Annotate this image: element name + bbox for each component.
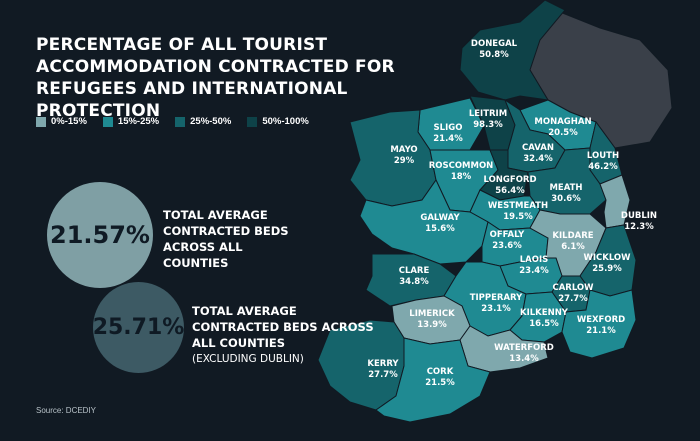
- county-value-label: 34.8%: [399, 277, 429, 287]
- county-name-label: LOUTH: [587, 151, 619, 161]
- county-value-label: 50.8%: [479, 50, 509, 60]
- stat-text-excl-dublin: TOTAL AVERAGE CONTRACTED BEDS ACROSS ALL…: [192, 303, 382, 367]
- legend-label: 50%-100%: [262, 116, 309, 127]
- county-name-label: LEITRIM: [469, 109, 507, 119]
- county-cork[interactable]: [375, 337, 491, 423]
- legend-label: 15%-25%: [117, 116, 160, 127]
- legend-item: 25%-50%: [175, 116, 231, 127]
- county-value-label: 12.3%: [624, 222, 654, 232]
- county-name-label: MAYO: [390, 145, 417, 155]
- county-name-label: MEATH: [549, 183, 582, 193]
- county-value-label: 29%: [394, 156, 415, 166]
- stat-value-excl-dublin: 25.71%: [92, 315, 185, 340]
- county-name-label: KILKENNY: [520, 308, 569, 318]
- county-value-label: 23.6%: [492, 241, 522, 251]
- county-name-label: ROSCOMMON: [429, 161, 494, 171]
- county-name-label: WICKLOW: [583, 253, 631, 263]
- county-name-label: SLIGO: [434, 123, 463, 133]
- county-name-label: CARLOW: [552, 283, 594, 293]
- county-name-label: DUBLIN: [621, 211, 657, 221]
- county-value-label: 23.1%: [481, 304, 511, 314]
- county-value-label: 21.1%: [586, 326, 616, 336]
- county-value-label: 18%: [451, 172, 472, 182]
- county-value-label: 13.4%: [509, 354, 539, 364]
- county-name-label: GALWAY: [420, 213, 460, 223]
- county-value-label: 27.7%: [368, 370, 398, 380]
- county-value-label: 6.1%: [561, 242, 585, 252]
- stat-circle-all: 21.57%: [47, 182, 153, 288]
- county-name-label: TIPPERARY: [470, 293, 523, 303]
- county-name-label: CORK: [427, 367, 454, 377]
- county-name-label: CLARE: [399, 266, 430, 276]
- county-name-label: DONEGAL: [471, 39, 518, 49]
- legend-swatch: [102, 116, 113, 127]
- county-name-label: LONGFORD: [483, 175, 536, 185]
- stat-label-excl-dublin: TOTAL AVERAGE CONTRACTED BEDS ACROSS ALL…: [192, 304, 374, 350]
- source-note: Source: DCEDIY: [36, 406, 97, 415]
- county-name-label: CAVAN: [522, 143, 554, 153]
- county-value-label: 25.9%: [592, 264, 622, 274]
- county-name-label: OFFALY: [490, 230, 526, 240]
- county-name-label: KERRY: [367, 359, 399, 369]
- county-value-label: 20.5%: [548, 128, 578, 138]
- county-value-label: 32.4%: [523, 154, 553, 164]
- stat-note-excl-dublin: (EXCLUDING DUBLIN): [192, 353, 304, 365]
- county-name-label: WEXFORD: [577, 315, 625, 325]
- stat-value-all: 21.57%: [50, 221, 150, 249]
- county-value-label: 15.6%: [425, 224, 455, 234]
- stat-text-all: TOTAL AVERAGE CONTRACTED BEDS ACROSS ALL…: [163, 208, 289, 270]
- legend-label: 0%-15%: [51, 116, 87, 127]
- county-value-label: 23.4%: [519, 266, 549, 276]
- legend-item: 15%-25%: [102, 116, 160, 127]
- county-value-label: 19.5%: [503, 212, 533, 222]
- county-value-label: 56.4%: [495, 186, 525, 196]
- county-value-label: 21.5%: [425, 378, 455, 388]
- county-name-label: KILDARE: [552, 231, 593, 241]
- county-name-label: MONAGHAN: [534, 117, 591, 127]
- legend-swatch: [247, 116, 258, 127]
- county-wexford[interactable]: [561, 289, 637, 359]
- legend-swatch: [175, 116, 186, 127]
- legend: 0%-15% 15%-25% 25%-50% 50%-100%: [36, 116, 309, 127]
- page-title: PERCENTAGE OF ALL TOURIST ACCOMMODATION …: [36, 35, 395, 121]
- county-name-label: LIMERICK: [409, 309, 455, 319]
- county-value-label: 98.3%: [473, 120, 503, 130]
- legend-item: 50%-100%: [247, 116, 309, 127]
- county-name-label: LAOIS: [520, 255, 549, 265]
- county-name-label: WESTMEATH: [488, 201, 548, 211]
- county-name-label: WATERFORD: [494, 343, 554, 353]
- stat-circle-excl-dublin: 25.71%: [93, 282, 184, 373]
- county-value-label: 30.6%: [551, 194, 581, 204]
- county-value-label: 16.5%: [529, 319, 559, 329]
- county-value-label: 27.7%: [558, 294, 588, 304]
- county-value-label: 46.2%: [588, 162, 618, 172]
- county-value-label: 13.9%: [417, 320, 447, 330]
- legend-label: 25%-50%: [190, 116, 232, 127]
- county-value-label: 21.4%: [433, 134, 463, 144]
- legend-item: 0%-15%: [36, 116, 87, 127]
- legend-swatch: [36, 116, 46, 127]
